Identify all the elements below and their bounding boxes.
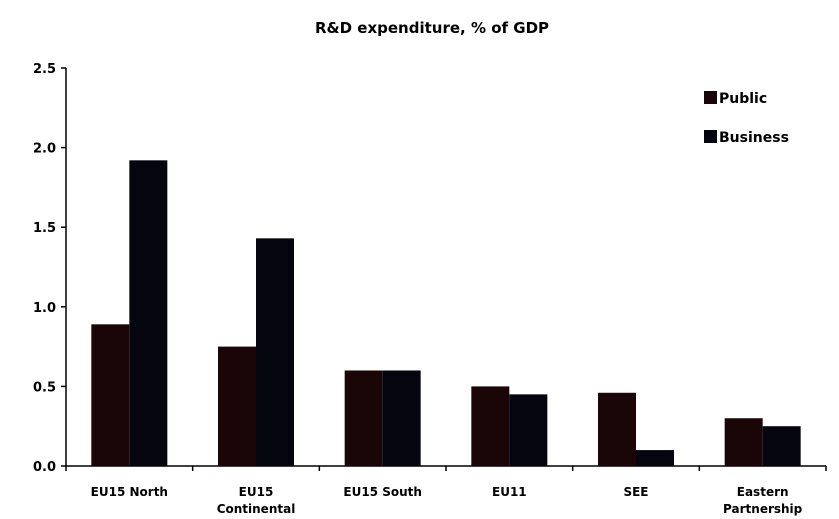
bar-business bbox=[382, 370, 421, 466]
x-category-label: EU15 South bbox=[343, 485, 422, 499]
bar-business bbox=[762, 426, 801, 466]
y-tick-label: 2.0 bbox=[33, 142, 56, 157]
x-category-label-line: SEE bbox=[623, 485, 648, 499]
x-category-label-line: Continental bbox=[217, 502, 296, 516]
y-tick-labels: 0.0 0.5 1.0 1.5 2.0 2.5 bbox=[33, 62, 56, 475]
bars bbox=[91, 160, 801, 466]
bar-business bbox=[129, 160, 168, 466]
x-category-label: EU15 Continental bbox=[217, 485, 296, 516]
y-tick-label: 0.5 bbox=[33, 380, 56, 395]
y-tick-label: 1.5 bbox=[33, 221, 56, 236]
x-category-label-line: EU15 South bbox=[343, 485, 422, 499]
x-category-label: EU15 North bbox=[91, 485, 168, 499]
x-category-labels: EU15 North EU15 Continental EU15 South EU11 S… bbox=[91, 485, 803, 516]
y-tick-label: 2.5 bbox=[33, 62, 56, 77]
chart-title: R&D expenditure, % of GDP bbox=[315, 19, 549, 37]
legend-label-business: Business bbox=[719, 130, 789, 146]
x-category-label: EU11 bbox=[492, 485, 527, 499]
legend-swatch-business bbox=[704, 130, 717, 143]
bar-public bbox=[218, 346, 256, 466]
legend-label-public: Public bbox=[719, 91, 767, 107]
x-category-label-line: EU15 North bbox=[91, 485, 168, 499]
bar-public bbox=[471, 386, 510, 466]
legend-swatch-public bbox=[704, 91, 717, 104]
x-category-label: Eastern Partnership bbox=[723, 485, 803, 516]
bar-public bbox=[724, 418, 763, 466]
legend: Public Business bbox=[704, 91, 789, 146]
bar-business bbox=[636, 450, 674, 466]
axes bbox=[61, 67, 827, 471]
bar-business bbox=[509, 394, 548, 466]
bar-business bbox=[256, 238, 294, 466]
x-category-label: SEE bbox=[623, 485, 648, 499]
x-category-label-line: EU11 bbox=[492, 485, 527, 499]
x-category-label-line: Partnership bbox=[723, 502, 803, 516]
x-category-label-line: EU15 bbox=[239, 485, 274, 499]
x-category-label-line: Eastern bbox=[737, 485, 789, 499]
bar-public bbox=[91, 324, 130, 466]
bar-public bbox=[598, 392, 636, 466]
y-tick-label: 1.0 bbox=[33, 301, 56, 316]
bar-public bbox=[344, 370, 383, 466]
y-tick-label: 0.0 bbox=[33, 460, 56, 475]
